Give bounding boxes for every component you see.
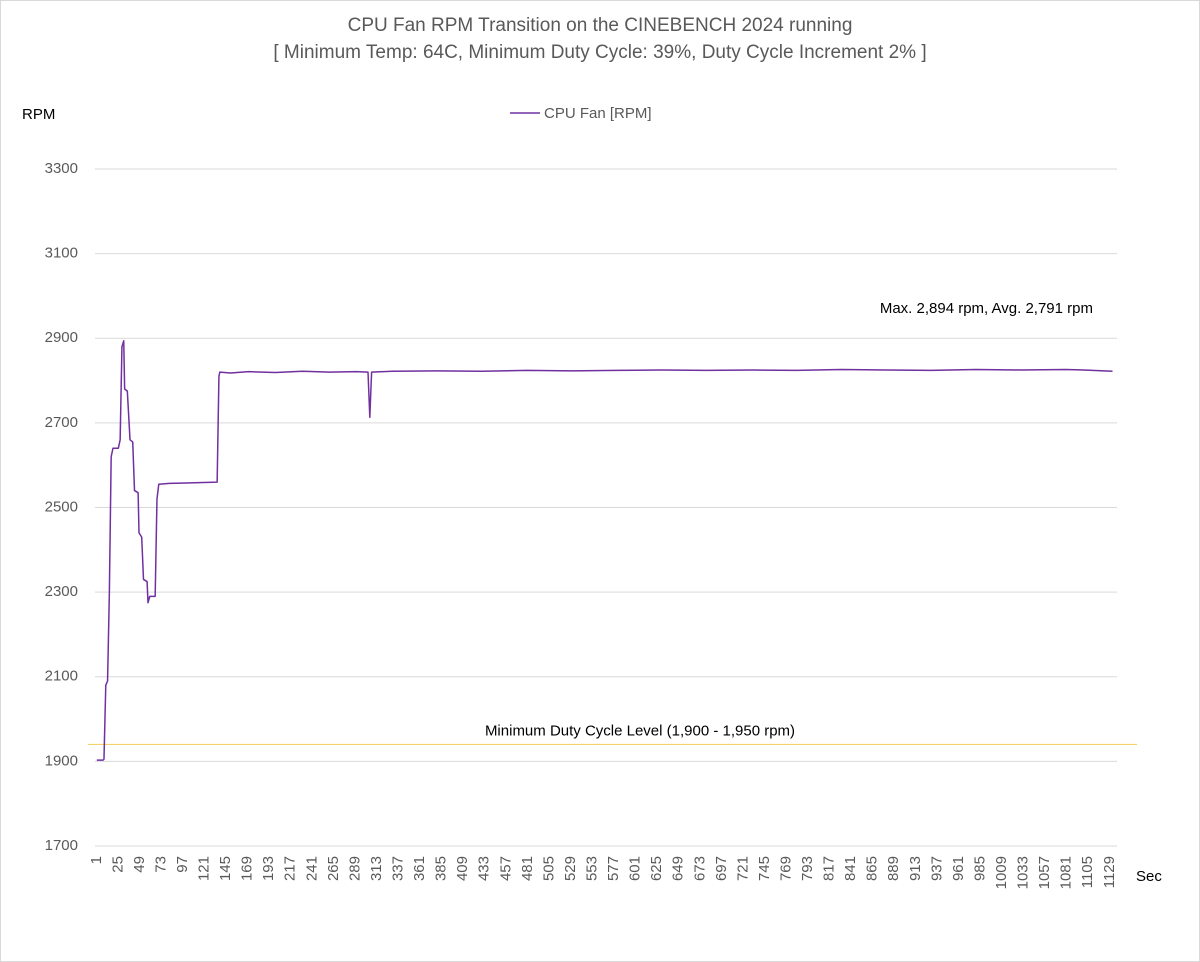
y-tick-label: 2700 xyxy=(45,414,78,431)
x-tick-label: 145 xyxy=(217,856,234,881)
x-tick-label: 601 xyxy=(627,856,644,881)
x-tick-label: 73 xyxy=(152,856,169,873)
x-tick-label: 529 xyxy=(562,856,579,881)
x-tick-label: 433 xyxy=(476,856,493,881)
x-tick-label: 49 xyxy=(131,856,148,873)
x-tick-label: 817 xyxy=(821,856,838,881)
x-tick-label: 937 xyxy=(928,856,945,881)
x-tick-label: 1057 xyxy=(1036,856,1053,889)
data-line xyxy=(96,340,1113,761)
x-tick-label: 121 xyxy=(196,856,213,881)
x-tick-label: 169 xyxy=(239,856,256,881)
y-tick-label: 2100 xyxy=(45,668,78,685)
chart-title: CPU Fan RPM Transition on the CINEBENCH … xyxy=(348,15,853,36)
x-tick-label: 313 xyxy=(368,856,385,881)
x-tick-label: 865 xyxy=(864,856,881,881)
x-tick-label: 913 xyxy=(907,856,924,881)
x-tick-label: 985 xyxy=(971,856,988,881)
y-tick-label: 2300 xyxy=(45,583,78,600)
x-tick-label: 361 xyxy=(411,856,428,881)
x-tick-label: 265 xyxy=(325,856,342,881)
x-tick-label: 673 xyxy=(691,856,708,881)
x-tick-label: 217 xyxy=(282,856,299,881)
x-tick-label: 961 xyxy=(950,856,967,881)
x-tick-label: 793 xyxy=(799,856,816,881)
y-tick-label: 1900 xyxy=(45,752,78,769)
y-tick-label: 1700 xyxy=(45,837,78,854)
x-tick-label: 625 xyxy=(648,856,665,881)
x-tick-label: 241 xyxy=(303,856,320,881)
y-tick-label: 3100 xyxy=(45,245,78,262)
x-tick-label: 1033 xyxy=(1015,856,1032,889)
x-tick-label: 769 xyxy=(777,856,794,881)
x-tick-label: 553 xyxy=(583,856,600,881)
x-axis-label: Sec xyxy=(1136,868,1162,885)
x-tick-label: 409 xyxy=(454,856,471,881)
y-tick-label: 2900 xyxy=(45,329,78,346)
reference-label: Minimum Duty Cycle Level (1,900 - 1,950 … xyxy=(485,722,795,739)
x-tick-label: 745 xyxy=(756,856,773,881)
x-tick-label: 697 xyxy=(713,856,730,881)
x-tick-label: 721 xyxy=(734,856,751,881)
x-tick-label: 25 xyxy=(109,856,126,873)
x-tick-label: 337 xyxy=(390,856,407,881)
x-tick-label: 841 xyxy=(842,856,859,881)
x-tick-label: 1129 xyxy=(1101,856,1118,888)
x-tick-label: 889 xyxy=(885,856,902,881)
y-tick-label: 2500 xyxy=(45,498,78,515)
x-tick-label: 1105 xyxy=(1079,856,1096,888)
x-tick-label: 1 xyxy=(88,856,105,864)
x-tick-label: 649 xyxy=(670,856,687,881)
legend-label: CPU Fan [RPM] xyxy=(544,105,652,122)
chart-subtitle: [ Minimum Temp: 64C, Minimum Duty Cycle:… xyxy=(273,42,926,63)
x-tick-label: 193 xyxy=(260,856,277,881)
y-tick-label: 3300 xyxy=(45,160,78,177)
x-tick-label: 577 xyxy=(605,856,622,881)
x-tick-label: 289 xyxy=(346,856,363,881)
x-tick-label: 505 xyxy=(540,856,557,881)
x-tick-label: 97 xyxy=(174,856,191,873)
x-tick-label: 457 xyxy=(497,856,514,881)
y-axis-label: RPM xyxy=(22,106,55,123)
annotation: Max. 2,894 rpm, Avg. 2,791 rpm xyxy=(880,300,1093,317)
x-tick-label: 481 xyxy=(519,856,536,881)
x-tick-label: 1009 xyxy=(993,856,1010,889)
x-tick-label: 385 xyxy=(433,856,450,881)
x-tick-label: 1081 xyxy=(1058,856,1075,889)
